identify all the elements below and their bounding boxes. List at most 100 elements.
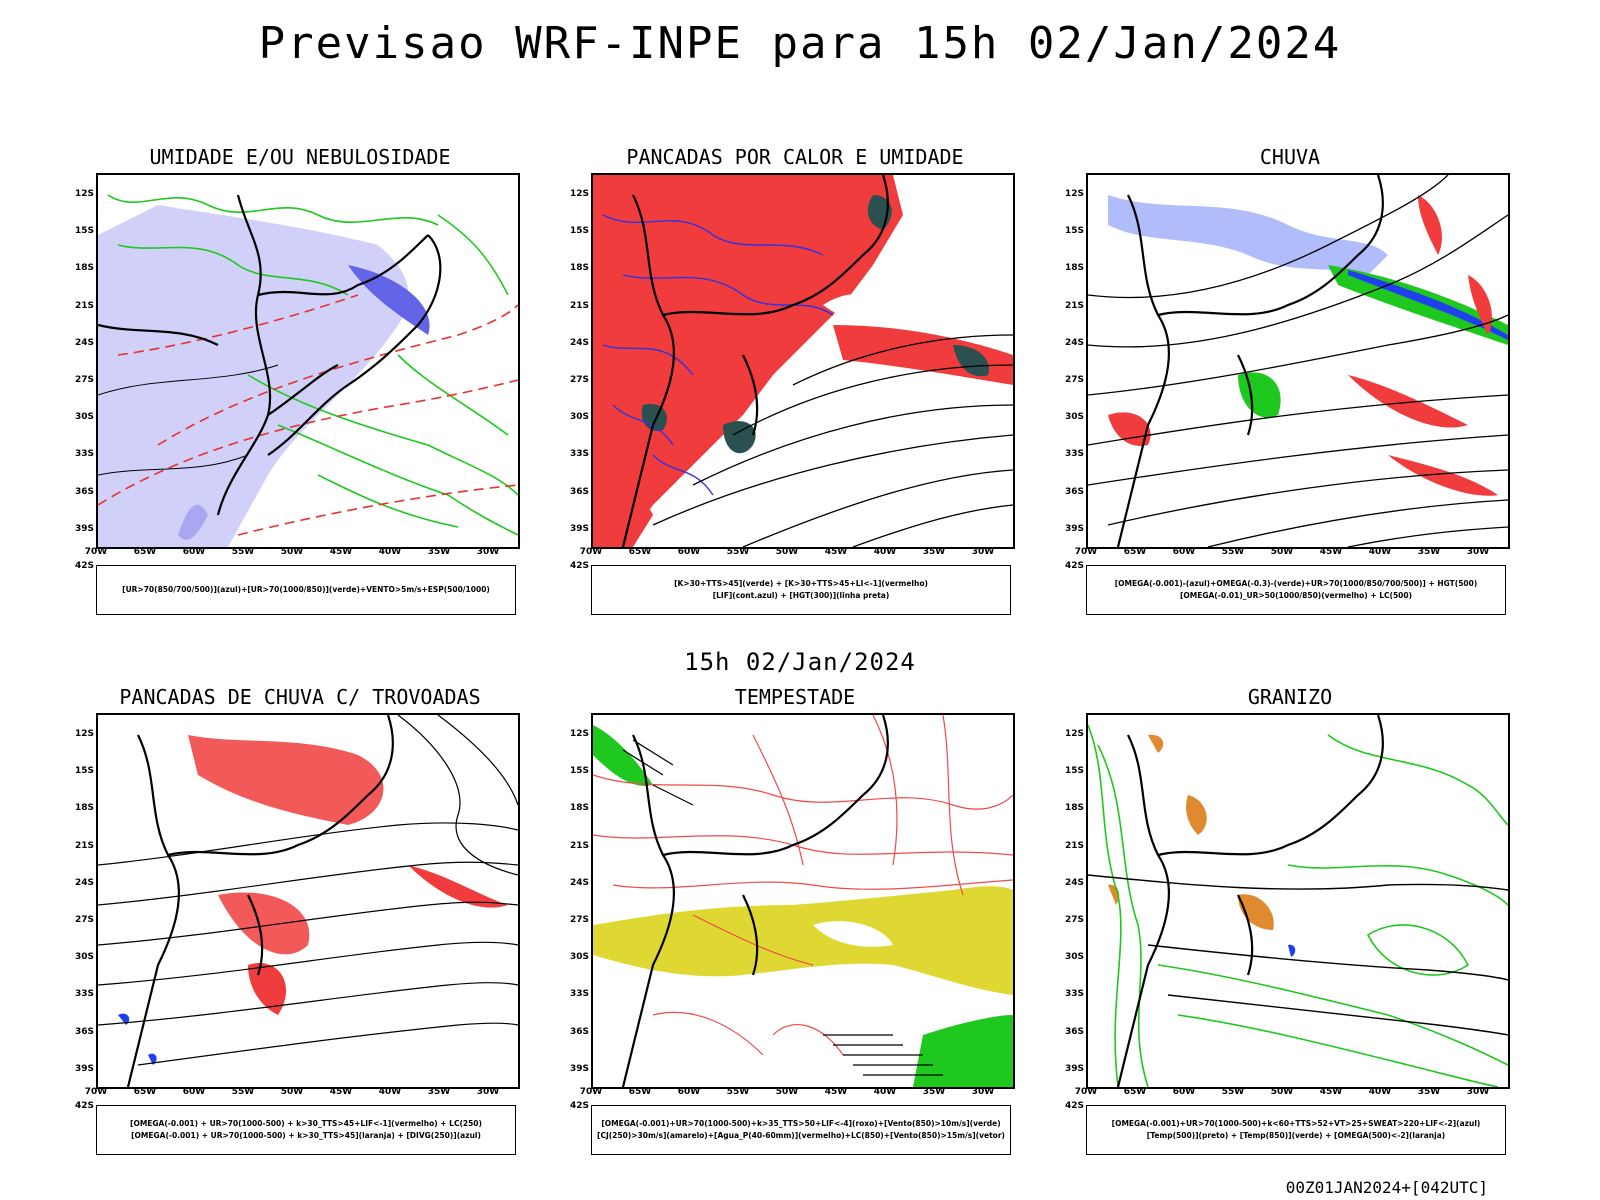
latitude-tick-label: 33S (569, 989, 589, 1000)
latitude-tick-label: 27S (569, 375, 589, 385)
latitude-tick-label: 24S (74, 877, 94, 888)
legend-text: [OMEGA(-0.001)+UR>70(1000-500)+k>35_TTS>… (601, 1119, 1001, 1128)
latitude-axis: 12S 15S 18S 21S 24S 27S 30S 33S 36S 39S 42S (1050, 173, 1084, 571)
latitude-tick-label: 21S (569, 840, 589, 851)
legend-text: [OMEGA(-0.001) + UR>70(1000-500) + k>30_… (131, 1131, 481, 1140)
longitude-tick-label: 30W (476, 547, 500, 557)
panel-trovoadas: PANCADAS DE CHUVA C/ TROVOADAS 12S 15S 18S… (60, 685, 540, 1165)
longitude-tick-label: 45W (1319, 547, 1343, 557)
latitude-tick-label: 21S (1064, 840, 1084, 851)
longitude-tick-label: 45W (824, 547, 848, 557)
map-graphic (593, 175, 1013, 547)
longitude-tick-label: 30W (1466, 1087, 1490, 1097)
map-graphic (1088, 175, 1508, 547)
longitude-tick-label: 50W (280, 1087, 304, 1097)
longitude-tick-label: 40W (1368, 547, 1392, 557)
latitude-tick-label: 39S (74, 1063, 94, 1074)
latitude-axis: 12S 15S 18S 21S 24S 27S 30S 33S 36S 39S 42S (555, 173, 589, 571)
latitude-tick-label: 27S (74, 375, 94, 385)
longitude-tick-label: 70W (579, 1087, 603, 1097)
longitude-tick-label: 65W (628, 547, 652, 557)
model-run-stamp: 00Z01JAN2024+[042UTC] (1285, 1178, 1488, 1197)
map-graphic (98, 715, 518, 1087)
latitude-axis: 12S 15S 18S 21S 24S 27S 30S 33S 36S 39S 42S (555, 713, 589, 1111)
map-granizo (1086, 713, 1510, 1089)
longitude-axis: 70W 65W 60W 55W 50W 45W 40W 35W 30W (85, 1087, 520, 1101)
longitude-tick-label: 65W (133, 1087, 157, 1097)
longitude-tick-label: 60W (182, 1087, 206, 1097)
panel-title: PANCADAS POR CALOR E UMIDADE (626, 145, 964, 169)
legend-text: [UR>70(850/700/500)](azul)+[UR>70(1000/8… (122, 585, 490, 594)
panel-title: PANCADAS DE CHUVA C/ TROVOADAS (119, 685, 481, 709)
longitude-axis: 70W 65W 60W 55W 50W 45W 40W 35W 30W (580, 1087, 1015, 1101)
panel-chuva: CHUVA 12S 15S 18S 21S 24S 27S 30S 33S 36S 39S 42S (1050, 145, 1530, 625)
latitude-tick-label: 15S (1064, 226, 1084, 237)
latitude-tick-label: 12S (569, 189, 589, 199)
latitude-tick-label: 36S (1064, 1026, 1084, 1037)
longitude-tick-label: 35W (427, 1087, 451, 1097)
latitude-tick-label: 21S (569, 300, 589, 311)
latitude-tick-label: 18S (74, 263, 94, 274)
longitude-axis: 70W 65W 60W 55W 50W 45W 40W 35W 30W (1075, 547, 1510, 561)
panel-title: UMIDADE E/OU NEBULOSIDADE (149, 145, 451, 169)
longitude-tick-label: 50W (1270, 547, 1294, 557)
map-chuva (1086, 173, 1510, 549)
latitude-tick-label: 24S (1064, 337, 1084, 348)
longitude-axis: 70W 65W 60W 55W 50W 45W 40W 35W 30W (1075, 1087, 1510, 1101)
latitude-tick-label: 15S (1064, 766, 1084, 777)
latitude-tick-label: 27S (1064, 915, 1084, 925)
longitude-tick-label: 55W (231, 547, 255, 557)
longitude-tick-label: 55W (726, 547, 750, 557)
latitude-tick-label: 33S (74, 989, 94, 1000)
latitude-tick-label: 18S (1064, 263, 1084, 274)
legend-text: [OMEGA(-0.001)+UR>70(1000-500)+k<60+TTS>… (1111, 1119, 1481, 1128)
longitude-tick-label: 50W (775, 547, 799, 557)
longitude-axis: 70W 65W 60W 55W 50W 45W 40W 35W 30W (580, 547, 1015, 561)
longitude-tick-label: 65W (1123, 1087, 1147, 1097)
longitude-tick-label: 40W (1368, 1087, 1392, 1097)
longitude-tick-label: 70W (84, 547, 108, 557)
latitude-tick-label: 24S (569, 337, 589, 348)
legend-box: [OMEGA(-0.001)-(azul)+OMEGA(-0.3)-(verde… (1086, 565, 1506, 615)
longitude-tick-label: 60W (677, 547, 701, 557)
map-tempestade (591, 713, 1015, 1089)
longitude-tick-label: 35W (427, 547, 451, 557)
latitude-tick-label: 39S (1064, 1063, 1084, 1074)
legend-text: [OMEGA(-0.001) + UR>70(1000-500) + k>30_… (130, 1119, 482, 1128)
longitude-tick-label: 30W (1466, 547, 1490, 557)
latitude-tick-label: 30S (1064, 412, 1084, 423)
longitude-tick-label: 65W (628, 1087, 652, 1097)
longitude-tick-label: 65W (133, 547, 157, 557)
longitude-tick-label: 55W (726, 1087, 750, 1097)
panel-title: GRANIZO (1247, 685, 1333, 709)
latitude-tick-label: 12S (74, 189, 94, 199)
latitude-tick-label: 30S (1064, 952, 1084, 963)
longitude-tick-label: 45W (824, 1087, 848, 1097)
latitude-tick-label: 39S (569, 1063, 589, 1074)
latitude-tick-label: 12S (1064, 189, 1084, 199)
longitude-tick-label: 30W (971, 1087, 995, 1097)
map-graphic (1088, 715, 1508, 1087)
latitude-tick-label: 18S (74, 803, 94, 814)
longitude-tick-label: 50W (775, 1087, 799, 1097)
page-title: Previsao WRF-INPE para 15h 02/Jan/2024 (258, 18, 1342, 69)
latitude-tick-label: 39S (1064, 523, 1084, 534)
latitude-tick-label: 27S (74, 915, 94, 925)
map-pancadas-calor (591, 173, 1015, 549)
latitude-tick-label: 42S (74, 561, 94, 571)
latitude-tick-label: 18S (569, 263, 589, 274)
map-trovoadas (96, 713, 520, 1089)
latitude-tick-label: 15S (569, 766, 589, 777)
longitude-tick-label: 45W (329, 1087, 353, 1097)
longitude-tick-label: 40W (873, 547, 897, 557)
legend-text: [K>30+TTS>45](verde) + [K>30+TTS>45+LI<-… (674, 579, 928, 588)
latitude-tick-label: 12S (569, 729, 589, 739)
latitude-tick-label: 18S (569, 803, 589, 814)
longitude-tick-label: 35W (1417, 547, 1441, 557)
legend-text: [CJ(250)>30m/s](amarelo)+[Agua_P(40-60mm… (597, 1131, 1005, 1140)
latitude-tick-label: 42S (569, 1101, 589, 1111)
latitude-tick-label: 36S (1064, 486, 1084, 497)
legend-box: [OMEGA(-0.001)+UR>70(1000-500)+k<60+TTS>… (1086, 1105, 1506, 1155)
longitude-tick-label: 40W (378, 1087, 402, 1097)
latitude-tick-label: 36S (569, 1026, 589, 1037)
